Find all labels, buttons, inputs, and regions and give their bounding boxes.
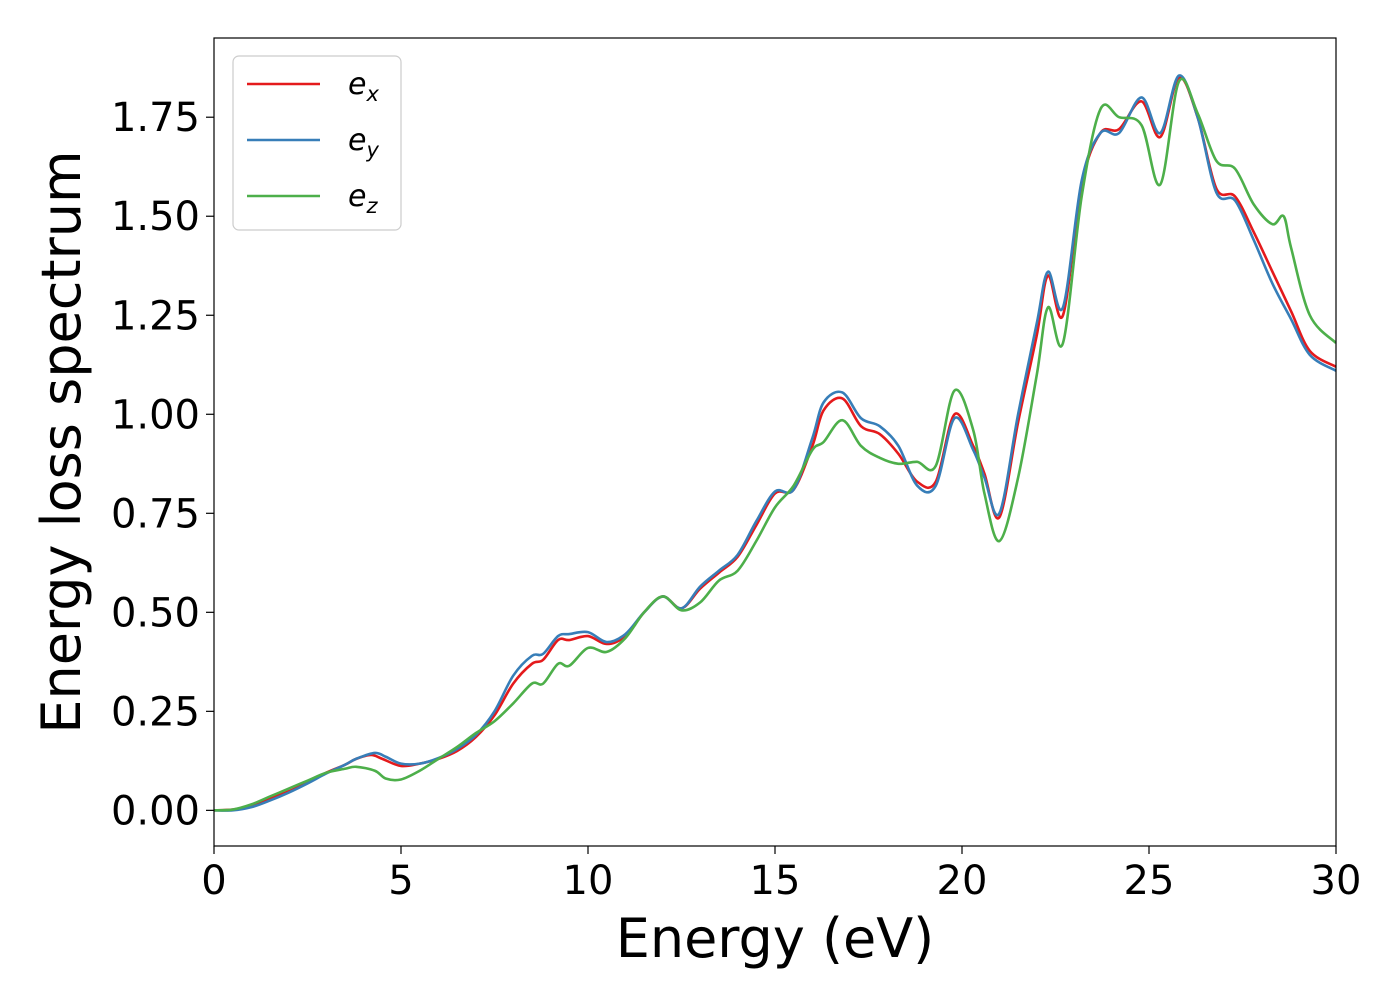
x-tick-label: 30 — [1311, 858, 1362, 904]
x-tick-label: 20 — [937, 858, 988, 904]
legend: ex ey ez — [232, 55, 402, 231]
y-tick-label: 0.00 — [111, 788, 200, 834]
legend-label-z: ez — [348, 179, 378, 218]
x-axis-label: Energy (eV) — [616, 907, 935, 970]
legend-label-y: ey — [348, 123, 379, 162]
legend-label-x: ex — [348, 67, 379, 106]
y-tick-label: 1.25 — [111, 293, 200, 339]
y-tick-label: 1.00 — [111, 392, 200, 438]
y-tick-label: 0.75 — [111, 491, 200, 537]
y-tick-label: 0.25 — [111, 689, 200, 735]
y-tick-label: 0.50 — [111, 590, 200, 636]
legend-box — [232, 55, 402, 231]
y-axis: 0.00 0.25 0.50 0.75 1.00 1.25 1.50 1.75 — [111, 95, 214, 834]
x-tick-label: 0 — [201, 858, 226, 904]
x-tick-label: 25 — [1124, 858, 1175, 904]
x-axis: 0 5 10 15 20 25 30 — [201, 846, 1361, 904]
y-tick-label: 1.75 — [111, 95, 200, 141]
x-tick-label: 10 — [563, 858, 614, 904]
y-tick-label: 1.50 — [111, 194, 200, 240]
series-line-y — [214, 74, 1336, 812]
x-tick-label: 15 — [750, 858, 801, 904]
y-axis-label: Energy loss spectrum — [30, 150, 93, 733]
series-lines — [214, 74, 1336, 812]
x-tick-label: 5 — [388, 858, 413, 904]
series-line-z — [214, 77, 1336, 812]
